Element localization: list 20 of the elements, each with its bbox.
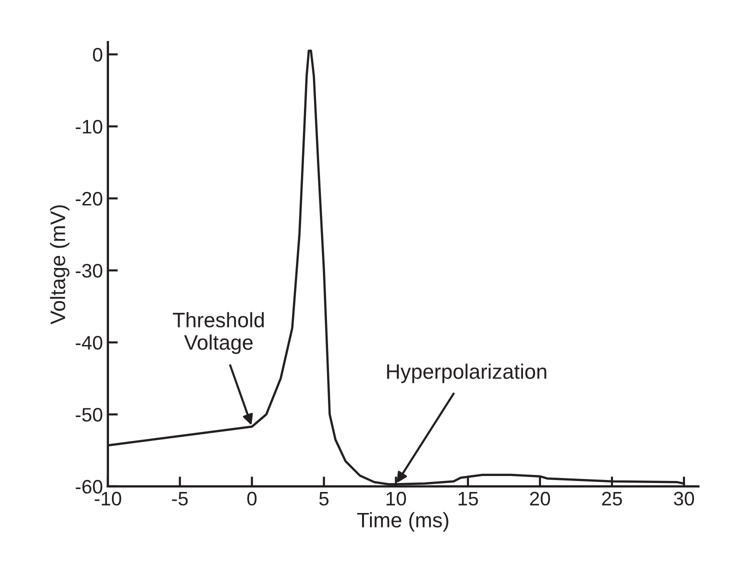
x-tick-label: 0 [247, 492, 257, 506]
x-tick-label: 10 [386, 492, 406, 506]
x-tick-label: 5 [319, 492, 329, 506]
x-axis-title: Time (ms) [357, 512, 448, 532]
x-tick-label: 30 [674, 492, 694, 506]
annotation: Threshold Voltage [172, 312, 264, 354]
x-tick-label: -10 [94, 492, 122, 506]
x-tick-label: 15 [458, 492, 478, 506]
x-tick-label: -5 [172, 492, 188, 506]
y-tick-label: -20 [76, 192, 102, 206]
y-tick-label: -30 [76, 264, 102, 278]
y-tick-label: -40 [76, 336, 102, 350]
annotation: Hyperpolarization [387, 364, 546, 384]
y-tick-label: -50 [76, 408, 102, 422]
x-tick-label: 25 [602, 492, 622, 506]
y-tick-label: -60 [76, 480, 102, 494]
x-tick-label: 20 [530, 492, 550, 506]
y-tick-label: -10 [76, 120, 102, 134]
y-tick-label: 0 [92, 48, 102, 62]
y-axis-title: Voltage (mV) [50, 205, 70, 324]
